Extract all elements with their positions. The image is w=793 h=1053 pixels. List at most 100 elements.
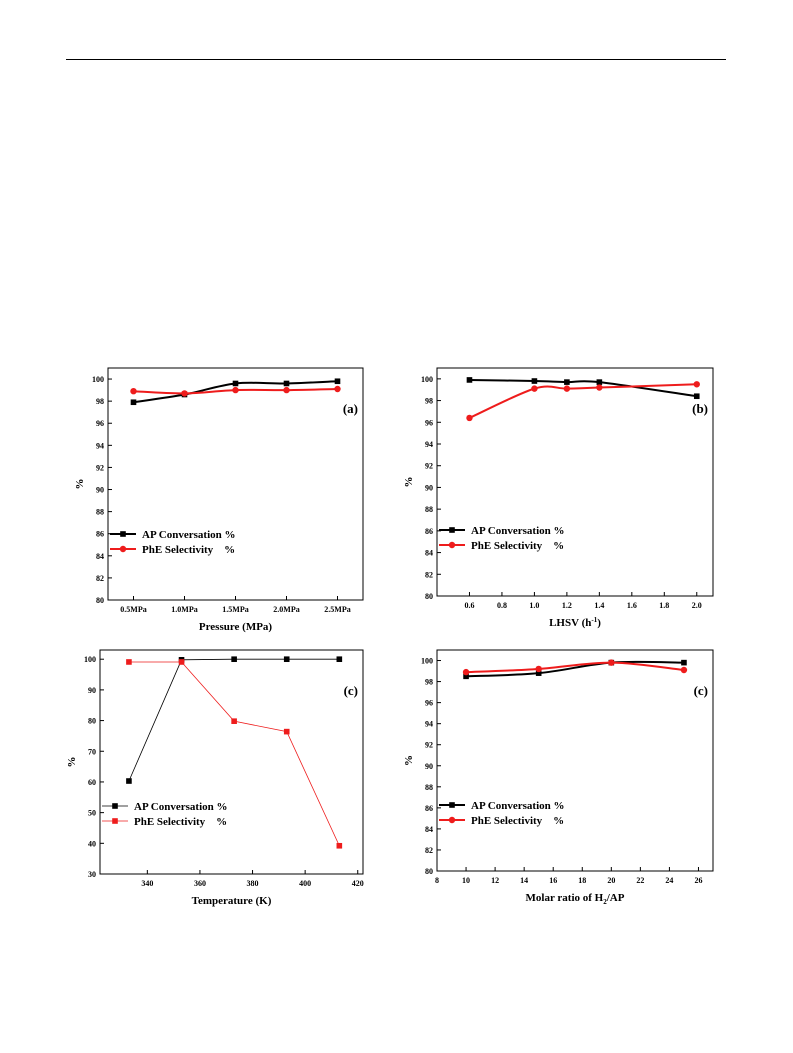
y-tick-label: 88	[425, 505, 433, 514]
x-tick-label: 20	[607, 876, 615, 885]
x-tick-label: 12	[491, 876, 499, 885]
y-tick-label: 94	[96, 441, 104, 450]
y-tick-label: 86	[96, 530, 104, 539]
data-point	[336, 842, 343, 849]
y-tick-label: 30	[88, 870, 96, 879]
y-tick-label: 98	[425, 397, 433, 406]
y-tick-label: 100	[421, 657, 433, 666]
data-point	[693, 393, 700, 400]
legend-marker	[449, 802, 455, 808]
y-tick-label: 90	[96, 486, 104, 495]
data-point	[535, 670, 542, 676]
data-point	[126, 659, 132, 665]
y-axis-title: %	[403, 755, 415, 766]
legend-marker	[112, 803, 118, 809]
x-tick-label: 16	[549, 876, 557, 885]
y-tick-label: 94	[425, 440, 433, 449]
panel-label: (b)	[692, 401, 708, 416]
data-point	[693, 381, 700, 388]
x-axis-title-sup: -1	[591, 616, 597, 624]
y-tick-label: 50	[88, 809, 96, 818]
y-tick-label: 84	[425, 825, 433, 834]
chart-temperature: 30 40 50 60 70 80 90 100 340 360 380 400 420 Temperat…	[63, 642, 383, 912]
plot-frame	[107, 367, 364, 601]
chart-molar-ratio: 80 82 84 86 88 90 92 94 96 98 100 8 10 12 14 16 18 20 22 24…	[400, 642, 720, 912]
y-tick-label: 82	[96, 574, 104, 583]
x-tick-label: 1.2	[562, 601, 572, 610]
data-point	[178, 659, 185, 665]
x-axis-title: Temperature (K)	[192, 895, 272, 907]
x-tick-label: 2.0MPa	[273, 605, 299, 614]
chart-lhsv: 80 82 84 86 88 90 92 94 96 98 100 0.6 0.8 1.0 1.2 1.4 1.…	[400, 360, 720, 640]
legend-marker	[448, 816, 456, 824]
legend-marker	[449, 527, 455, 533]
legend-label: AP Conversation %	[142, 529, 236, 541]
data-point	[462, 668, 470, 676]
y-tick-label: 70	[88, 747, 96, 756]
y-tick-label: 80	[425, 592, 433, 601]
x-tick-label: 2.0	[692, 601, 702, 610]
x-tick-label: 14	[520, 876, 528, 885]
x-tick-label: 2.5MPa	[324, 605, 350, 614]
legend-label: PhE Selectivity %	[134, 816, 227, 828]
x-tick-label: 1.4	[594, 601, 604, 610]
data-point	[531, 378, 538, 384]
y-tick-label: 40	[88, 839, 96, 848]
data-point	[531, 385, 538, 392]
data-point	[466, 377, 473, 383]
data-point	[231, 718, 237, 724]
x-tick-label: 10	[462, 876, 470, 885]
y-tick-label: 98	[425, 678, 433, 687]
data-point	[336, 656, 343, 663]
series-line	[466, 660, 684, 678]
x-tick-label: 360	[194, 879, 206, 888]
plot-frame	[99, 649, 364, 875]
data-point	[232, 380, 239, 387]
y-tick-label: 82	[425, 846, 433, 855]
data-point	[535, 665, 542, 673]
page-header-rule	[66, 59, 726, 60]
y-tick-label: 96	[425, 699, 433, 708]
data-point	[680, 666, 688, 674]
data-point	[130, 399, 137, 406]
x-axis-title-suffix: /AP	[606, 892, 625, 904]
data-point	[463, 673, 469, 680]
legend-marker	[448, 541, 456, 549]
legend-marker	[112, 818, 118, 824]
x-tick-label: 22	[636, 876, 644, 885]
legend-label: PhE Selectivity %	[142, 544, 235, 556]
panel-label: (a)	[343, 401, 358, 416]
y-tick-label: 86	[425, 804, 433, 813]
data-point	[283, 380, 290, 387]
data-point	[334, 378, 341, 385]
y-tick-label: 98	[96, 397, 104, 406]
y-tick-label: 94	[425, 720, 433, 729]
x-tick-label: 0.8	[497, 601, 507, 610]
series-line	[469, 383, 697, 419]
legend-label: PhE Selectivity %	[471, 815, 564, 827]
data-point	[283, 728, 290, 735]
y-tick-label: 92	[425, 462, 433, 471]
y-tick-label: 80	[96, 596, 104, 605]
y-tick-label: 90	[425, 762, 433, 771]
legend-label: PhE Selectivity %	[471, 540, 564, 552]
x-tick-label: 8	[435, 876, 439, 885]
data-point	[334, 385, 341, 393]
y-tick-label: 90	[425, 483, 433, 492]
x-tick-label: 380	[247, 879, 259, 888]
y-tick-label: 84	[96, 552, 104, 561]
plot-frame	[436, 649, 714, 872]
x-axis-title: LHSV (h-1)	[549, 616, 601, 629]
y-axis-title: %	[74, 479, 86, 490]
x-tick-label: 18	[578, 876, 586, 885]
x-axis-title-sub: 2	[603, 898, 607, 906]
data-point	[283, 386, 290, 394]
legend-marker	[120, 531, 126, 537]
x-tick-label: 24	[665, 876, 673, 885]
panel-label: (c)	[694, 683, 708, 698]
chart-pressure: 80 82 84 86 88 90 92 94 96 98 100 0.5MPa 1.0MPa 1.5MP…	[63, 360, 383, 640]
chart-temperature-svg: 30 40 50 60 70 80 90 100 340 360 380 400 420 Temperat…	[66, 649, 364, 907]
y-tick-label: 80	[425, 867, 433, 876]
y-tick-label: 82	[425, 570, 433, 579]
y-tick-label: 80	[88, 717, 96, 726]
